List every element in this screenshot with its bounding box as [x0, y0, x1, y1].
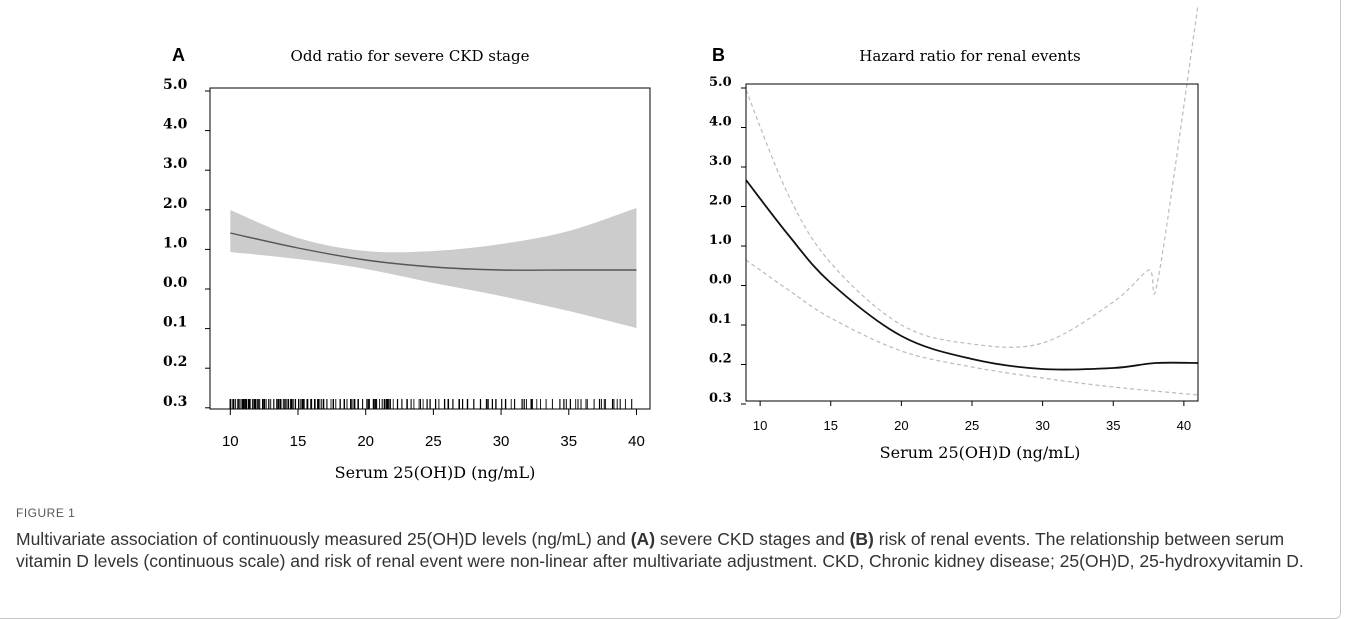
y-tick-label: 1.0 — [163, 235, 188, 251]
y-tick-label: 0.0 — [709, 273, 732, 288]
figure-svg: A Odd ratio for severe CKD stage 5.0 4.0 3… — [163, 4, 1199, 482]
panel-a-y-axis: 5.0 4.0 3.0 2.0 1.0 0.0 0.1 0.2 0.3 — [163, 77, 210, 410]
x-tick-label: 35 — [560, 433, 577, 450]
y-tick-label: 0.0 — [163, 275, 188, 291]
x-tick-label: 30 — [1035, 418, 1049, 433]
x-tick-label: 25 — [425, 433, 442, 450]
panel-b-plot-frame — [745, 83, 1199, 402]
x-tick-label: 15 — [290, 433, 307, 450]
caption-part-3: risk of renal events. The relationship b… — [16, 529, 1304, 571]
panel-b-y-axis: 5.0 4.0 3.0 2.0 1.0 0.0 0.1 0.2 0.3 — [709, 75, 746, 406]
caption-ref-b: (B) — [849, 529, 874, 549]
x-tick-label: 35 — [1106, 418, 1120, 433]
panel-a-title: Odd ratio for severe CKD stage — [291, 47, 530, 65]
x-tick-label: 25 — [965, 418, 979, 433]
panel-a-rug — [229, 399, 633, 409]
y-tick-label: 2.0 — [709, 194, 732, 209]
y-tick-label: 3.0 — [709, 154, 732, 169]
y-tick-label: 5.0 — [709, 75, 732, 90]
y-tick-label: 1.0 — [709, 233, 732, 248]
y-tick-label: 5.0 — [163, 77, 188, 93]
figure-caption: FIGURE 1 Multivariate association of con… — [16, 506, 1326, 572]
y-tick-label: 3.0 — [163, 156, 188, 172]
x-tick-label: 40 — [1177, 418, 1191, 433]
x-tick-label: 10 — [753, 418, 767, 433]
panel-b-estimate-line — [745, 179, 1199, 371]
x-tick-label: 20 — [894, 418, 908, 433]
panel-a-estimate-line — [230, 232, 637, 271]
y-tick-label: 2.0 — [163, 196, 188, 212]
x-tick-label: 30 — [493, 433, 510, 450]
panel-b-x-label: Serum 25(OH)D (ng/mL) — [880, 443, 1081, 462]
caption-ref-a: (A) — [630, 529, 656, 549]
y-tick-label: 0.3 — [709, 391, 732, 406]
panel-b-x-axis: 10 15 20 25 30 35 40 — [753, 401, 1191, 433]
panel-b-ci-upper — [745, 4, 1199, 348]
panel-b-ci-lower — [745, 259, 1199, 396]
figure-label: FIGURE 1 — [16, 506, 76, 520]
y-tick-label: 4.0 — [163, 117, 188, 133]
y-tick-label: 4.0 — [709, 115, 732, 130]
figure-caption-text: Multivariate association of continuously… — [16, 528, 1326, 572]
caption-part-2: severe CKD stages and — [655, 529, 850, 549]
panel-a-x-axis: 10 15 20 25 30 35 40 — [222, 409, 645, 450]
panel-a-x-label: Serum 25(OH)D (ng/mL) — [335, 463, 536, 482]
panel-a-confidence-band — [230, 208, 637, 328]
panel-b: B Hazard ratio for renal events 5.0 4.0 3.… — [709, 4, 1199, 462]
x-tick-label: 20 — [357, 433, 374, 450]
caption-part-1: Multivariate association of continuously… — [16, 529, 631, 549]
panel-b-title: Hazard ratio for renal events — [859, 47, 1081, 65]
y-tick-label: 0.3 — [163, 394, 187, 410]
x-tick-label: 15 — [824, 418, 838, 433]
y-tick-label: 0.1 — [163, 315, 187, 331]
x-tick-label: 10 — [222, 433, 239, 450]
panel-a: A Odd ratio for severe CKD stage 5.0 4.0 3… — [163, 45, 651, 482]
y-tick-label: 0.1 — [709, 312, 732, 327]
panel-b-letter: B — [712, 45, 725, 65]
panel-a-letter: A — [172, 45, 185, 65]
y-tick-label: 0.2 — [163, 354, 187, 370]
panel-a-plot-frame — [209, 87, 651, 410]
x-tick-label: 40 — [628, 433, 645, 450]
y-tick-label: 0.2 — [709, 352, 732, 367]
